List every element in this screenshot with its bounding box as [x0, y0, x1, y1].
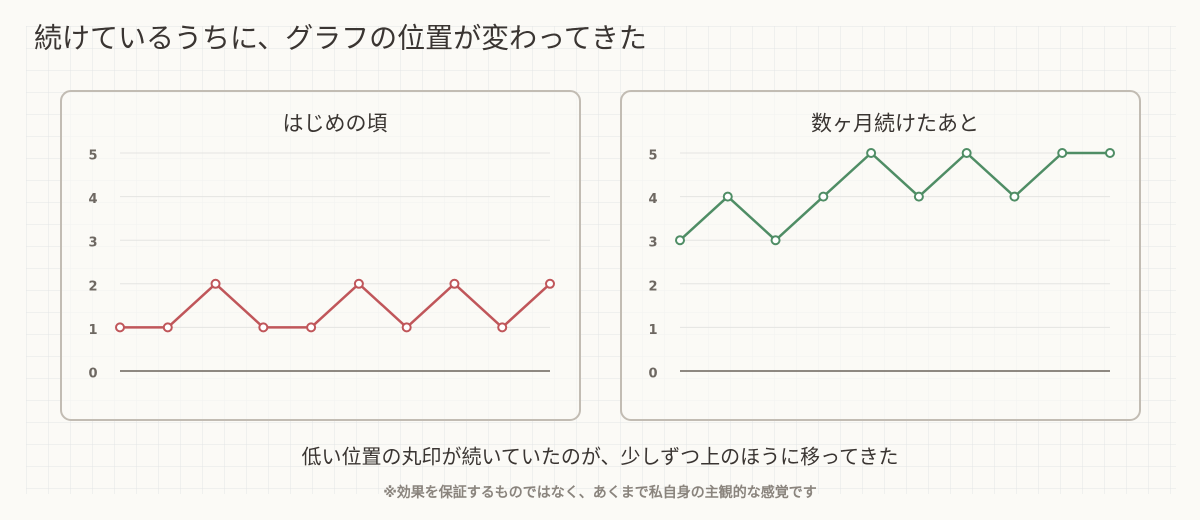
point: [1009, 191, 1020, 202]
point: [913, 191, 924, 202]
y-tick-label: 0: [88, 367, 97, 382]
point: [497, 322, 508, 333]
chart-title: 数ヶ月続けたあと: [811, 112, 979, 136]
point: [722, 191, 733, 202]
y-tick-label: 4: [648, 192, 657, 207]
y-tick-label: 1: [88, 323, 97, 338]
y-tick-label: 4: [88, 192, 97, 207]
y-tick-label: 0: [648, 367, 657, 382]
chart-title: はじめの頃: [283, 112, 388, 136]
point: [1057, 148, 1068, 158]
y-tick-label: 5: [88, 149, 97, 164]
point: [306, 322, 317, 333]
point: [162, 322, 173, 333]
panel: [60, 90, 581, 421]
page-title: 続けているうちに、グラフの位置が変わってきた: [34, 22, 647, 55]
point: [401, 322, 412, 333]
caption: 低い位置の丸印が続いていたのが、少しずつ上のほうに移ってきた: [302, 445, 899, 469]
point: [866, 148, 877, 158]
point: [449, 278, 460, 289]
point: [545, 278, 555, 289]
y-tick-label: 1: [648, 323, 657, 338]
point: [115, 322, 125, 333]
line: [120, 282, 551, 329]
point: [675, 235, 685, 246]
y-tick-label: 3: [88, 236, 97, 251]
note: ※効果を保証するものではなく、あくまで私自身の主観的な感覚です: [383, 484, 817, 501]
y-tick-label: 2: [88, 279, 97, 294]
point: [258, 322, 269, 333]
y-tick-label: 2: [648, 279, 657, 294]
y-tick-label: 5: [648, 149, 657, 164]
point: [353, 278, 364, 289]
point: [210, 278, 221, 289]
line: [679, 151, 1110, 242]
point: [770, 235, 781, 246]
y-tick-label: 3: [648, 236, 657, 251]
panel: [620, 90, 1141, 421]
point: [818, 191, 829, 202]
point: [961, 148, 972, 158]
point: [1105, 148, 1115, 158]
